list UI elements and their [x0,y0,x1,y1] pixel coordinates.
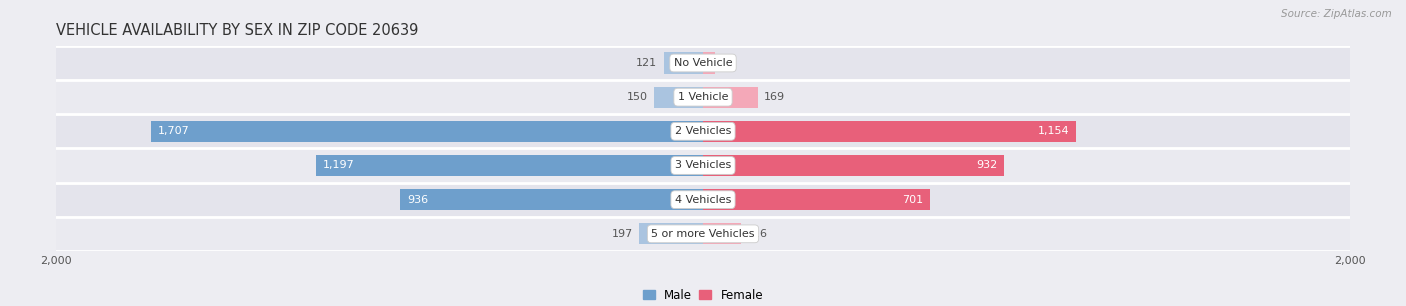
Text: 3 Vehicles: 3 Vehicles [675,160,731,170]
Text: 701: 701 [903,195,924,205]
Text: 1 Vehicle: 1 Vehicle [678,92,728,102]
Text: 121: 121 [637,58,658,68]
Text: 2 Vehicles: 2 Vehicles [675,126,731,136]
Text: 1,707: 1,707 [157,126,190,136]
Text: 1,154: 1,154 [1038,126,1070,136]
Bar [56,217,1350,251]
Text: 4 Vehicles: 4 Vehicles [675,195,731,205]
Legend: Male, Female: Male, Female [638,284,768,306]
Bar [56,46,1350,80]
Bar [655,87,703,108]
Text: Source: ZipAtlas.com: Source: ZipAtlas.com [1281,9,1392,19]
Bar [703,223,741,244]
Text: 169: 169 [763,92,785,102]
Text: 1,197: 1,197 [322,160,354,170]
Bar [703,52,714,73]
Bar [56,148,1350,183]
Bar [703,155,1004,176]
Text: 150: 150 [627,92,648,102]
Bar [401,189,703,210]
Bar [316,155,703,176]
Bar [640,223,703,244]
Text: No Vehicle: No Vehicle [673,58,733,68]
Bar [56,114,1350,148]
Bar [150,121,703,142]
Text: VEHICLE AVAILABILITY BY SEX IN ZIP CODE 20639: VEHICLE AVAILABILITY BY SEX IN ZIP CODE … [56,23,419,38]
Text: 5 or more Vehicles: 5 or more Vehicles [651,229,755,239]
Text: 932: 932 [977,160,998,170]
Bar [703,189,929,210]
Text: 36: 36 [721,58,735,68]
Bar [703,121,1076,142]
Text: 936: 936 [406,195,427,205]
Bar [703,87,758,108]
Bar [664,52,703,73]
Bar [56,80,1350,114]
Bar [56,183,1350,217]
Text: 197: 197 [612,229,633,239]
Text: 116: 116 [747,229,768,239]
